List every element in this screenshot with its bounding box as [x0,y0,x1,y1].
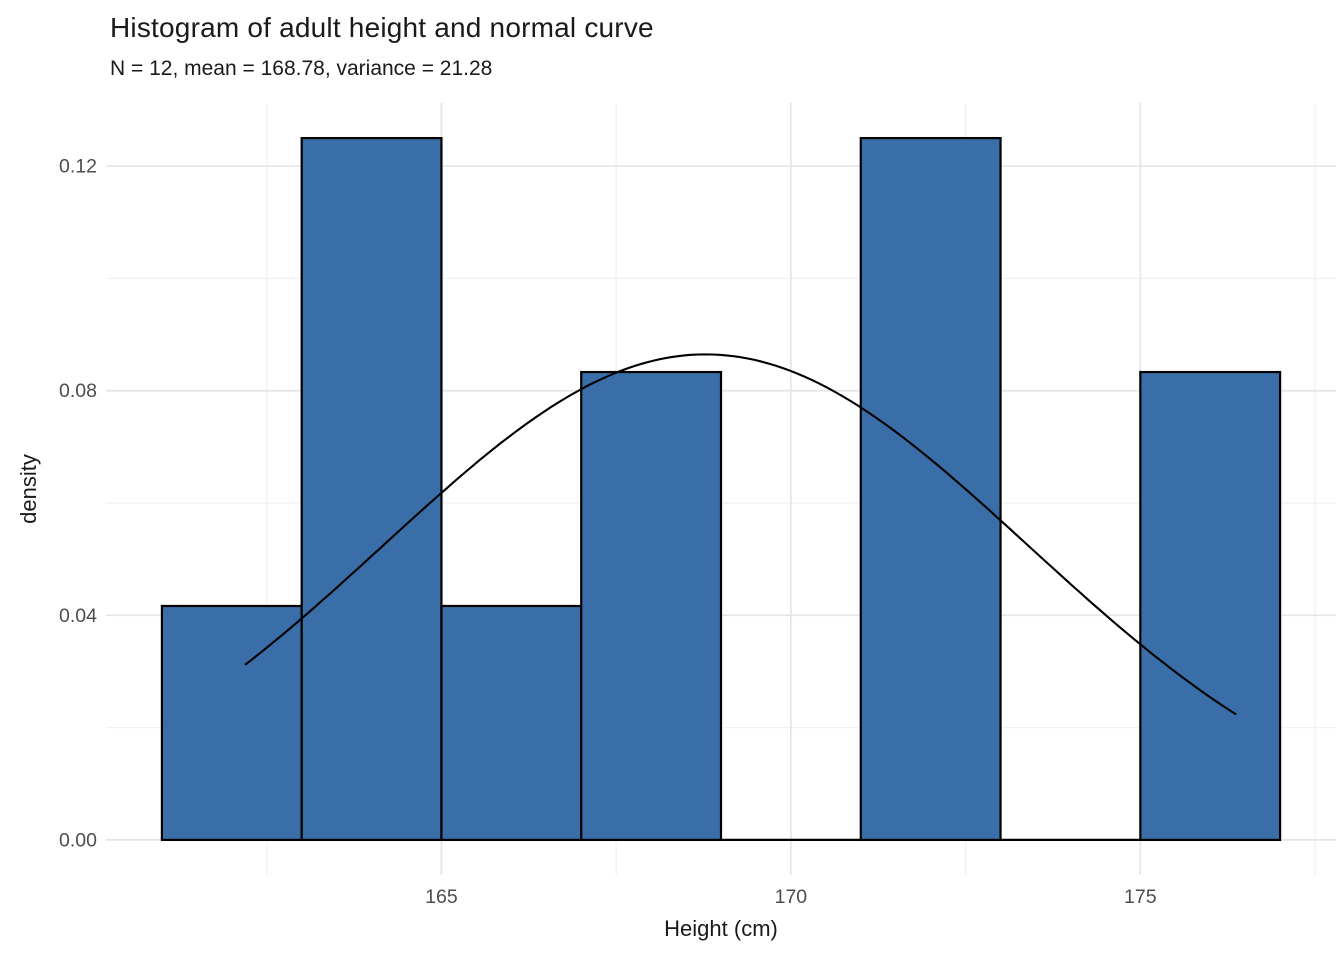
histogram-bar [580,370,723,842]
histogram-bar [300,136,443,842]
chart-title: Histogram of adult height and normal cur… [110,12,654,43]
histogram-bar [1139,370,1282,842]
y-tick-label: 0.12 [59,156,97,178]
y-tick-label: 0.00 [59,829,97,851]
histogram-bar [160,604,303,842]
y-tick-label: 0.08 [59,380,97,402]
x-tick-label: 165 [425,886,458,908]
y-axis-title: density [16,454,41,524]
histogram-bar [440,604,583,842]
y-tick-label: 0.04 [59,605,97,627]
normal-curve [244,353,1237,716]
x-tick-label: 175 [1124,886,1157,908]
x-tick-label: 170 [775,886,808,908]
chart-subtitle: N = 12, mean = 168.78, variance = 21.28 [110,57,493,80]
histogram-bar [859,136,1002,842]
x-axis-title: Height (cm) [664,916,778,941]
